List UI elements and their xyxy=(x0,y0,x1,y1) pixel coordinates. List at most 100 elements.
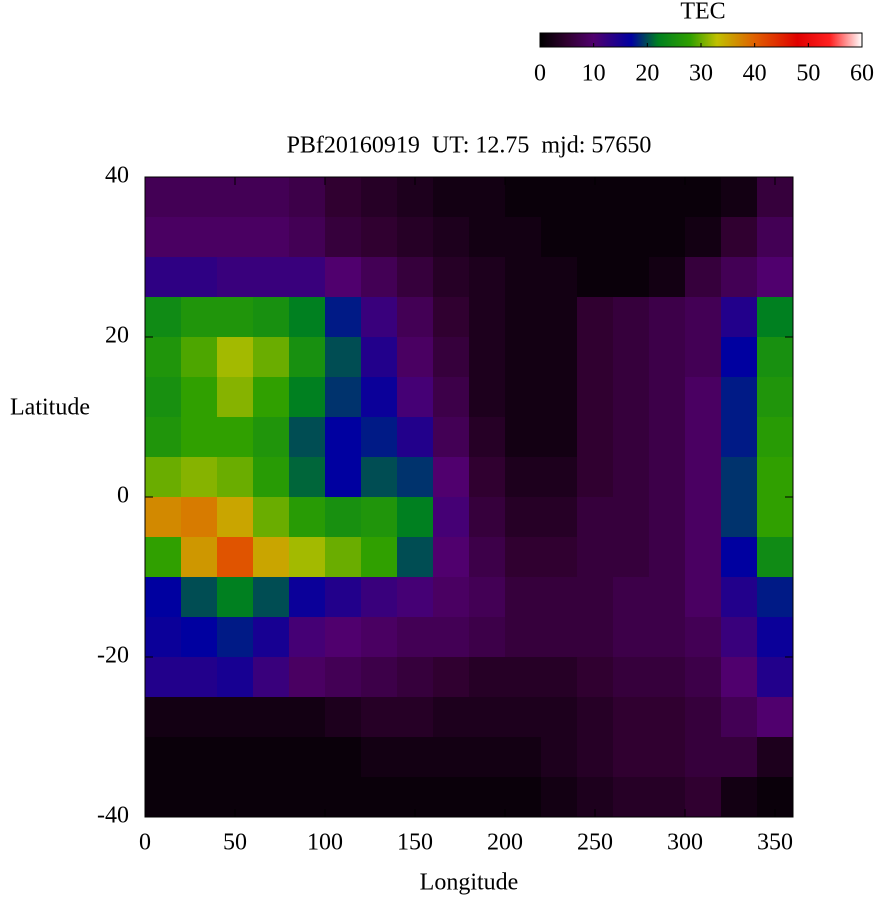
heat-cell xyxy=(145,417,182,458)
heat-cell xyxy=(685,617,722,658)
heat-cell xyxy=(181,657,218,698)
heat-cell xyxy=(541,457,578,498)
heat-cell xyxy=(397,297,434,338)
heat-cell xyxy=(613,777,650,818)
heat-cell xyxy=(433,697,470,738)
heat-cell xyxy=(685,337,722,378)
heat-cell xyxy=(253,577,290,618)
heat-cell xyxy=(577,537,614,578)
heat-cell xyxy=(685,297,722,338)
heat-cell xyxy=(433,377,470,418)
heat-cell xyxy=(145,657,182,698)
heat-cell xyxy=(289,177,326,218)
heat-cell xyxy=(253,177,290,218)
heat-cell xyxy=(541,737,578,778)
heat-cell xyxy=(649,417,686,458)
heat-cell xyxy=(361,377,398,418)
heat-cell xyxy=(757,377,794,418)
heat-cell xyxy=(577,457,614,498)
heat-cell xyxy=(289,657,326,698)
heat-cell xyxy=(289,697,326,738)
heat-cell xyxy=(757,697,794,738)
heat-cell xyxy=(433,497,470,538)
heat-cell xyxy=(685,417,722,458)
heat-cell xyxy=(145,377,182,418)
heat-cell xyxy=(217,497,254,538)
heat-cell xyxy=(325,457,362,498)
heat-cell xyxy=(181,377,218,418)
heat-cell xyxy=(469,577,506,618)
heat-cell xyxy=(145,697,182,738)
heat-cell xyxy=(757,537,794,578)
heat-cell xyxy=(397,457,434,498)
heat-cell xyxy=(505,337,542,378)
heat-cell xyxy=(361,337,398,378)
heat-cell xyxy=(685,377,722,418)
heat-cell xyxy=(577,737,614,778)
heat-cell xyxy=(505,417,542,458)
heat-cell xyxy=(685,777,722,818)
heat-cell xyxy=(181,457,218,498)
heat-cell xyxy=(649,297,686,338)
x-tick-label: 50 xyxy=(223,830,247,856)
heat-cell xyxy=(253,617,290,658)
heat-cell xyxy=(217,337,254,378)
heat-cell xyxy=(577,497,614,538)
heat-cell xyxy=(757,657,794,698)
heat-cell xyxy=(361,417,398,458)
heat-cell xyxy=(253,257,290,298)
heat-cell xyxy=(181,577,218,618)
heat-cell xyxy=(361,297,398,338)
heat-cell xyxy=(577,337,614,378)
heat-cell xyxy=(721,497,758,538)
heat-cell xyxy=(469,217,506,258)
heat-cell xyxy=(721,377,758,418)
heat-cell xyxy=(577,417,614,458)
heat-cell xyxy=(541,577,578,618)
heat-cell xyxy=(505,697,542,738)
colorbar-tick-label: 50 xyxy=(796,61,820,87)
heat-cell xyxy=(397,617,434,658)
heat-cell xyxy=(145,737,182,778)
heat-cell xyxy=(145,297,182,338)
heat-cell xyxy=(325,657,362,698)
heat-cell xyxy=(325,377,362,418)
heat-cell xyxy=(253,417,290,458)
colorbar-tick-label: 30 xyxy=(689,61,713,87)
x-tick-label: 300 xyxy=(667,830,703,856)
heat-cell xyxy=(397,217,434,258)
heat-cell xyxy=(325,297,362,338)
heat-cell xyxy=(289,777,326,818)
heat-cell xyxy=(217,217,254,258)
heat-cell xyxy=(613,657,650,698)
heat-cell xyxy=(433,217,470,258)
chart-title: PBf20160919 UT: 12.75 mjd: 57650 xyxy=(287,133,652,159)
heat-cell xyxy=(433,257,470,298)
heat-cell xyxy=(253,697,290,738)
heat-cell xyxy=(397,417,434,458)
heat-cell xyxy=(685,177,722,218)
heat-cell xyxy=(361,217,398,258)
heat-cell xyxy=(613,257,650,298)
heat-cell xyxy=(757,497,794,538)
heat-cell xyxy=(181,737,218,778)
heat-cell xyxy=(469,497,506,538)
x-tick-label: 200 xyxy=(487,830,523,856)
heat-cell xyxy=(361,617,398,658)
heat-cell xyxy=(217,737,254,778)
heat-cell xyxy=(685,737,722,778)
heat-cell xyxy=(361,577,398,618)
heat-cell xyxy=(613,377,650,418)
heat-cell xyxy=(541,417,578,458)
heat-cell xyxy=(289,337,326,378)
heat-cell xyxy=(433,617,470,658)
x-tick-label: 350 xyxy=(757,830,793,856)
heat-cell xyxy=(649,177,686,218)
heat-cell xyxy=(181,617,218,658)
heat-cell xyxy=(721,177,758,218)
heat-cell xyxy=(685,457,722,498)
heat-cell xyxy=(721,297,758,338)
heat-cell xyxy=(433,657,470,698)
x-tick-label: 100 xyxy=(307,830,343,856)
heat-cell xyxy=(145,777,182,818)
